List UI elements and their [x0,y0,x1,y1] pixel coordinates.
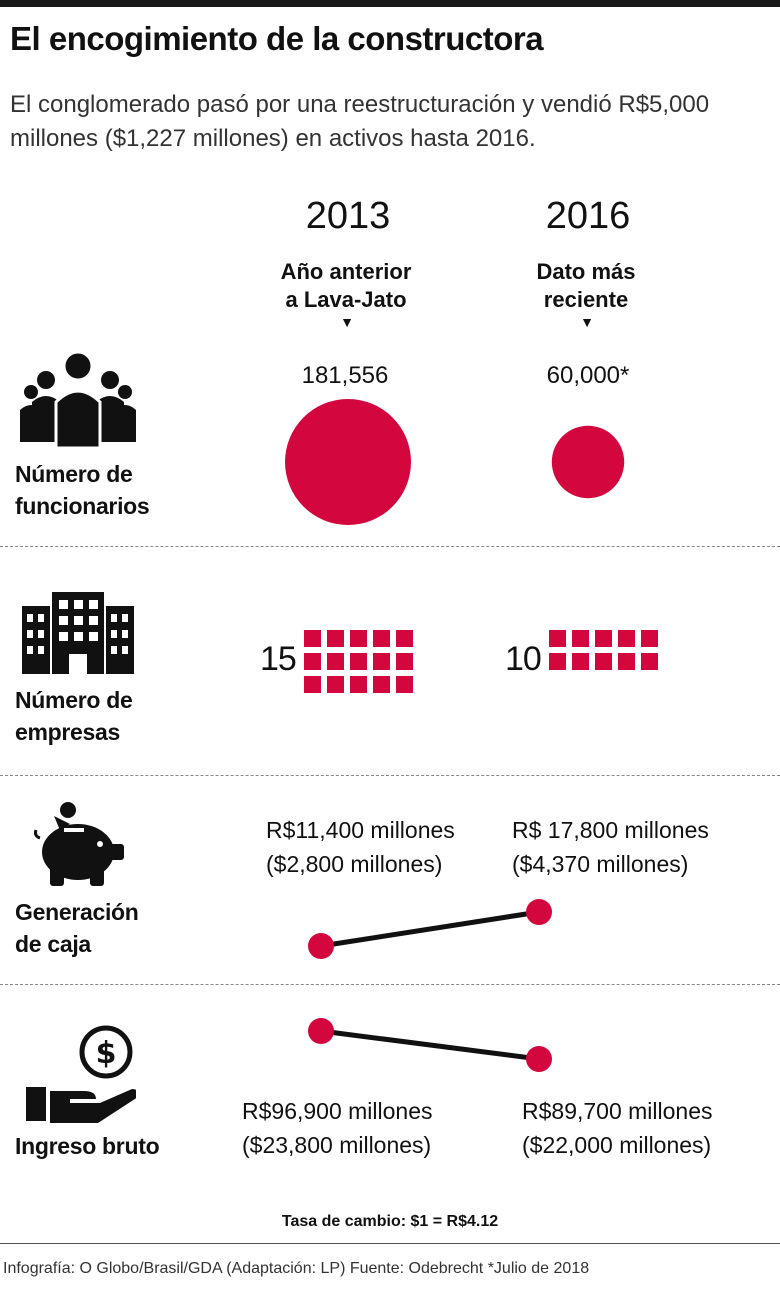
row-label-employees: Número de funcionarios [15,458,150,522]
cash-point-2016 [526,899,552,925]
cash-2013-brl: R$11,400 millones [266,817,455,843]
employees-2013-label: 181,556 [301,362,389,389]
top-rule [0,0,780,7]
company-square [549,653,566,670]
companies-2016-label: 10 [505,640,542,678]
cash-2013-label: R$11,400 millones ($2,800 millones) [266,813,455,881]
row-label-employees-line1: Número de [15,461,133,487]
employees-circle-2013 [285,399,411,525]
arrow-down-icon: ▼ [580,314,594,330]
company-square [350,676,367,693]
arrow-down-icon: ▼ [340,314,354,330]
row-label-companies: Número de empresas [15,684,133,748]
revenue-point-2016 [526,1046,552,1072]
row-divider [0,775,780,776]
cash-point-2013 [308,933,334,959]
company-square [304,653,321,670]
cash-slope-line [320,909,540,949]
cash-2016-usd: ($4,370 millones) [512,851,689,877]
row-label-cash-line2: de caja [15,931,91,957]
credits-footer: Infografía: O Globo/Brasil/GDA (Adaptaci… [3,1260,590,1277]
row-label-companies-line1: Número de [15,687,133,713]
year-2016: 2016 [545,195,631,237]
year-2013: 2013 [305,195,391,237]
company-square [373,676,390,693]
company-square [350,630,367,647]
company-square [373,630,390,647]
people-icon [20,350,136,450]
revenue-point-2013 [308,1018,334,1044]
company-square [595,653,612,670]
company-square [572,653,589,670]
cash-2016-brl: R$ 17,800 millones [512,817,709,843]
row-label-revenue: Ingreso bruto [15,1133,160,1159]
hand-coin-icon: $ [26,1025,136,1123]
column-label-2016: Dato más reciente [476,258,696,314]
cash-2016-label: R$ 17,800 millones ($4,370 millones) [512,813,709,881]
piggy-bank-icon [34,802,124,886]
employees-circle-2016 [551,425,625,499]
revenue-2016-usd: ($22,000 millones) [522,1132,712,1158]
row-label-cash-line1: Generación [15,899,139,925]
cash-2013-usd: ($2,800 millones) [266,851,443,877]
revenue-2013-brl: R$96,900 millones [242,1098,433,1124]
company-square [549,630,566,647]
company-square [618,630,635,647]
page-title: El encogimiento de la constructora [10,20,544,57]
employees-2016-label: 60,000* [546,362,630,389]
company-square [327,676,344,693]
company-square [304,630,321,647]
svg-text:$: $ [96,1036,117,1071]
column-label-2013-line2: a Lava-Jato [285,287,407,312]
company-square [327,630,344,647]
building-icon [22,592,134,674]
exchange-rate-note: Tasa de cambio: $1 = R$4.12 [281,1213,499,1230]
company-square [396,676,413,693]
companies-2013-label: 15 [260,640,297,678]
company-square [304,676,321,693]
company-square [327,653,344,670]
page-subtitle: El conglomerado pasó por una reestructur… [10,91,710,152]
revenue-2016-brl: R$89,700 millones [522,1098,713,1124]
company-square [595,630,612,647]
company-square [641,630,658,647]
row-divider [0,546,780,547]
row-divider [0,984,780,985]
revenue-2013-label: R$96,900 millones ($23,800 millones) [242,1094,433,1162]
footer-rule [0,1243,780,1244]
column-label-2013-line1: Año anterior [280,259,412,284]
revenue-2016-label: R$89,700 millones ($22,000 millones) [522,1094,713,1162]
company-square [350,653,367,670]
company-square [572,630,589,647]
company-square [618,653,635,670]
company-square [373,653,390,670]
revenue-2013-usd: ($23,800 millones) [242,1132,432,1158]
column-label-2016-line1: Dato más [536,259,636,284]
row-label-employees-line2: funcionarios [15,493,150,519]
row-label-companies-line2: empresas [15,719,121,745]
company-square [396,630,413,647]
company-square [641,653,658,670]
row-label-cash: Generación de caja [15,896,139,960]
column-label-2016-line2: reciente [543,287,629,312]
column-label-2013: Año anterior a Lava-Jato [236,258,456,314]
company-square [396,653,413,670]
revenue-slope-line [320,1028,540,1062]
